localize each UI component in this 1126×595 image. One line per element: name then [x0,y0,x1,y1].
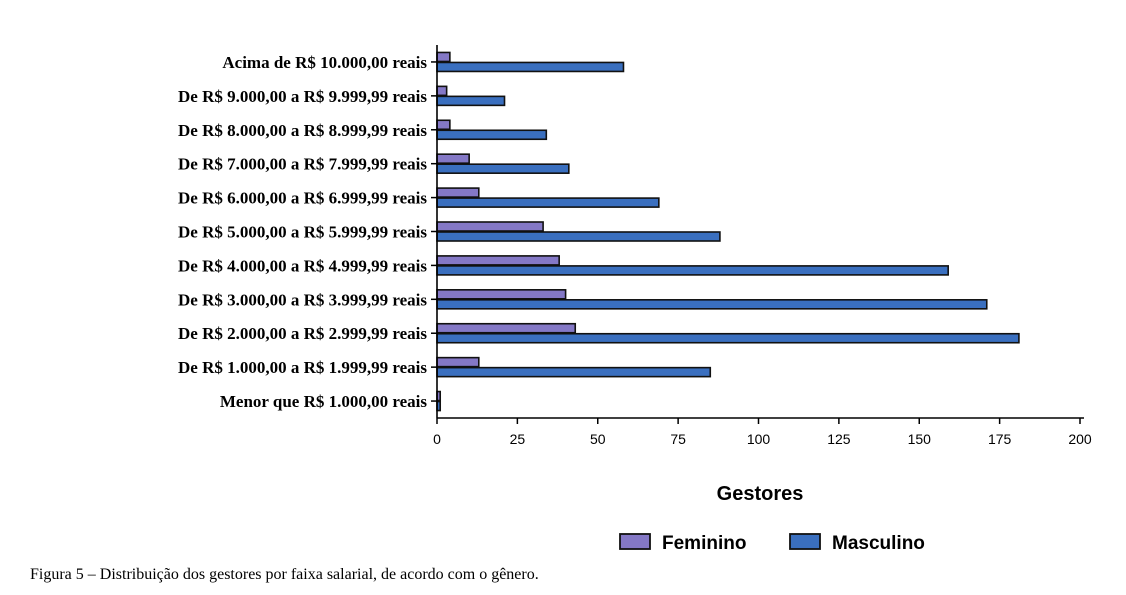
legend-swatch-feminino [619,533,651,550]
x-tick-label: 0 [433,431,441,447]
bar-masculino-7 [436,299,988,310]
bar-feminino-7 [436,289,567,300]
x-tick-label: 100 [747,431,771,447]
x-tick-label: 50 [590,431,606,447]
x-tick-label: 125 [827,431,851,447]
bar-masculino-6 [436,265,949,276]
bar-feminino-0 [436,51,451,63]
category-label: De R$ 7.000,00 a R$ 7.999,99 reais [178,155,427,174]
category-label: De R$ 2.000,00 a R$ 2.999,99 reais [178,324,427,343]
category-label: Menor que R$ 1.000,00 reais [220,392,428,411]
bar-feminino-3 [436,153,470,164]
bar-feminino-2 [436,119,451,131]
bar-masculino-8 [436,332,1020,344]
x-tick-label: 75 [670,431,686,447]
category-label: De R$ 6.000,00 a R$ 6.999,99 reais [178,189,427,208]
category-label: De R$ 3.000,00 a R$ 3.999,99 reais [178,290,427,309]
bar-chart: Acima de R$ 10.000,00 reais De R$ 9.000,0… [178,45,1092,554]
x-axis-title: Gestores [717,483,804,505]
legend-label-feminino: Feminino [662,533,746,554]
x-tick-label: 200 [1068,431,1092,447]
bar-masculino-3 [436,163,570,174]
bar-feminino-9 [436,356,480,368]
bar-masculino-4 [436,197,660,208]
category-label: De R$ 8.000,00 a R$ 8.999,99 reais [178,121,427,140]
bar-masculino-0 [436,61,625,73]
bar-feminino-4 [436,187,480,198]
bar-feminino-5 [436,221,544,232]
category-label: Acima de R$ 10.000,00 reais [222,53,427,72]
bar-masculino-1 [436,95,506,107]
bar-masculino-2 [436,129,548,141]
bar-feminino-1 [436,85,448,97]
legend-label-masculino: Masculino [832,533,925,554]
category-label: De R$ 1.000,00 a R$ 1.999,99 reais [178,358,427,377]
category-label: De R$ 4.000,00 a R$ 4.999,99 reais [178,256,427,275]
category-label: De R$ 5.000,00 a R$ 5.999,99 reais [178,223,427,242]
legend-swatch-masculino [789,533,821,550]
bar-feminino-8 [436,322,577,334]
x-tick-label: 150 [908,431,932,447]
bar-masculino-5 [436,231,721,242]
category-label: De R$ 9.000,00 a R$ 9.999,99 reais [178,87,427,106]
x-tick-label: 175 [988,431,1012,447]
figure-caption: Figura 5 – Distribuição dos gestores por… [30,566,539,583]
bar-feminino-6 [436,255,560,266]
bar-masculino-9 [436,366,712,378]
x-tick-label: 25 [510,431,526,447]
